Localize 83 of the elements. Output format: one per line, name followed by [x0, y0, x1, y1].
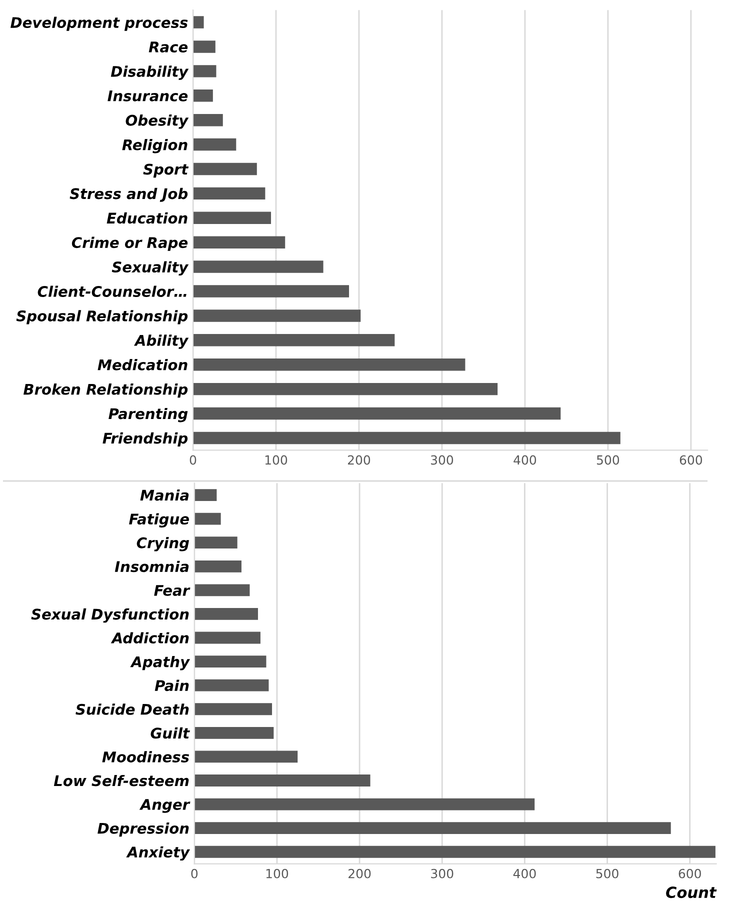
y-tick-label: Stress and Job — [70, 188, 188, 202]
bar — [193, 65, 216, 78]
bar — [193, 162, 257, 176]
bar — [193, 187, 266, 200]
y-tick-label: Race — [148, 42, 188, 52]
y-tick-label: Apathy — [130, 656, 190, 670]
y-tick-label: Anxiety — [126, 846, 190, 861]
x-tick-label: 300 — [431, 868, 454, 878]
bar — [193, 334, 395, 346]
y-tick-label: Anger — [139, 799, 190, 813]
bar — [194, 536, 238, 549]
bar — [194, 703, 272, 716]
y-tick-label: Client-Counselor… — [38, 286, 186, 297]
y-tick-label: Pain — [154, 680, 189, 692]
y-tick-label: Sexual Dysfunction — [31, 608, 189, 623]
bar — [194, 750, 298, 763]
bar — [193, 407, 561, 420]
y-tick-label: Low Self-esteem — [54, 774, 189, 786]
bar — [194, 584, 250, 596]
y-tick-label: Suicide Death — [76, 704, 189, 715]
y-tick-label: Sexuality — [112, 261, 189, 276]
x-tick-label: 200 — [348, 455, 370, 465]
bar — [193, 236, 286, 248]
y-tick-label: Religion — [122, 139, 188, 154]
bar — [193, 382, 498, 396]
y-tick-label: Mania — [140, 489, 189, 501]
y-tick-label: Sport — [143, 164, 189, 178]
y-tick-label: Obesity — [126, 114, 189, 129]
x-tick-label: 500 — [596, 455, 620, 465]
bar — [193, 138, 236, 151]
bar — [193, 358, 466, 371]
x-tick-label: 0 — [191, 868, 198, 878]
x-tick-label: 0 — [190, 455, 196, 465]
x-tick-label: 300 — [430, 455, 454, 465]
y-tick-label: Development process — [10, 16, 188, 31]
y-tick-label: Addiction — [110, 632, 189, 644]
y-tick-label: Insurance — [108, 90, 188, 102]
y-tick-label: Guilt — [150, 727, 190, 739]
x-tick-label: 100 — [266, 868, 288, 878]
y-tick-label: Crime or Rape — [72, 236, 188, 251]
bar — [194, 560, 242, 572]
bar — [193, 432, 620, 444]
bar — [194, 822, 671, 834]
y-tick-label: Medication — [98, 359, 188, 370]
y-tick-label: Depression — [98, 822, 189, 837]
x-tick-label: 200 — [348, 868, 371, 878]
bar — [194, 656, 266, 668]
bar — [194, 726, 274, 739]
x-tick-label: 100 — [265, 455, 288, 465]
y-tick-label: Broken Relationship — [24, 384, 188, 398]
y-tick-label: Spousal Relationship — [16, 310, 188, 324]
bar — [193, 90, 213, 102]
y-tick-label: Crying — [136, 537, 190, 552]
bar — [194, 798, 535, 810]
bar — [193, 285, 350, 298]
bar — [193, 310, 361, 322]
bar — [194, 489, 217, 501]
y-tick-label: Insomnia — [114, 560, 189, 572]
bar — [194, 846, 716, 858]
y-tick-label: Fatigue — [129, 513, 189, 528]
x-axis-title: Count — [666, 886, 717, 898]
bar — [194, 608, 258, 620]
bar — [193, 212, 272, 224]
y-tick-label: Education — [106, 212, 188, 224]
bar — [194, 512, 221, 525]
x-tick-label: 400 — [513, 868, 536, 878]
bar — [193, 114, 223, 126]
y-tick-label: Ability — [134, 334, 189, 349]
bar — [194, 679, 269, 692]
x-tick-label: 600 — [680, 455, 702, 465]
x-tick-label: 500 — [596, 868, 618, 878]
x-tick-label: 400 — [514, 455, 536, 465]
bar — [193, 40, 216, 53]
y-tick-label: Moodiness — [102, 751, 190, 762]
bar — [194, 632, 260, 644]
y-tick-label: Fear — [154, 585, 190, 596]
x-tick-label: 600 — [678, 868, 701, 878]
y-tick-label: Parenting — [108, 408, 188, 422]
bar — [193, 16, 204, 28]
y-tick-label: Friendship — [102, 432, 188, 447]
bar — [194, 774, 370, 786]
bar — [193, 260, 324, 273]
y-tick-label: Disability — [110, 66, 189, 80]
